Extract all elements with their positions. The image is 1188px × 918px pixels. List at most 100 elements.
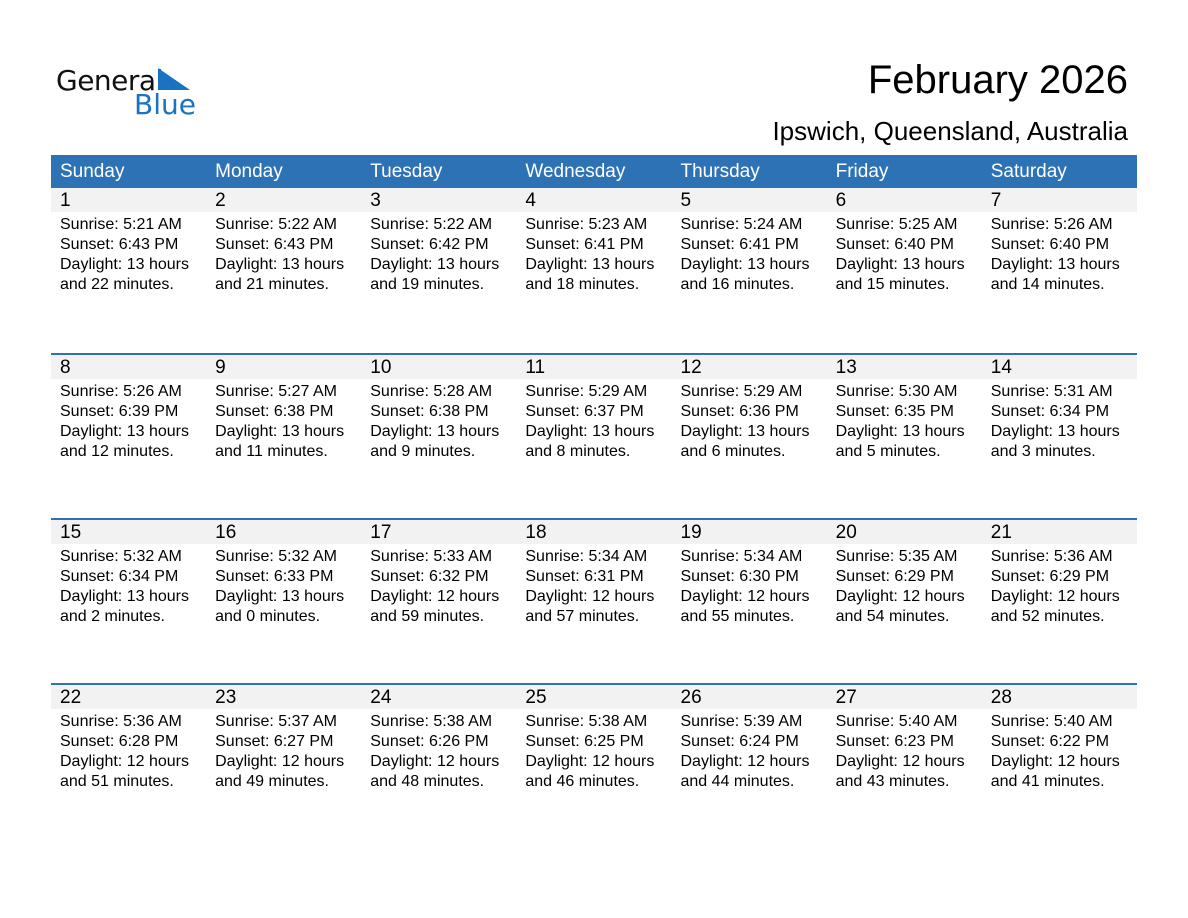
- day-number: 10: [370, 357, 392, 378]
- location-subtitle: Ipswich, Queensland, Australia: [772, 116, 1128, 146]
- logo-text-general: General: [56, 64, 163, 97]
- sunrise: Sunrise: 5:22 AM: [370, 216, 493, 233]
- sunrise: Sunrise: 5:31 AM: [990, 383, 1113, 400]
- sunrise: Sunrise: 5:38 AM: [525, 713, 648, 730]
- date-band: 8 9 10 11 12 13 14: [51, 355, 1137, 379]
- day-cell: Sunrise: 5:28 AM Sunset: 6:38 PM Daylight:…: [361, 379, 516, 462]
- sunrise: Sunrise: 5:27 AM: [215, 383, 337, 400]
- sunrise: Sunrise: 5:23 AM: [525, 216, 648, 233]
- sunrise: Sunrise: 5:36 AM: [990, 548, 1113, 565]
- date-band: 22 23 24 25 26 27 28: [51, 685, 1137, 709]
- daylight-minutes: and 48 minutes.: [370, 773, 485, 790]
- sunset: Sunset: 6:23 PM: [835, 733, 954, 750]
- day-cell: Sunrise: 5:36 AM Sunset: 6:29 PM Daylight:…: [982, 544, 1137, 627]
- day-cell: Sunrise: 5:23 AM Sunset: 6:41 PM Daylight:…: [516, 212, 671, 295]
- day-cell: Sunrise: 5:25 AM Sunset: 6:40 PM Daylight:…: [827, 212, 982, 295]
- sunset: Sunset: 6:30 PM: [680, 568, 799, 585]
- sunset: Sunset: 6:40 PM: [835, 236, 954, 253]
- daylight: Daylight: 13 hours: [525, 256, 655, 273]
- daylight-minutes: and 19 minutes.: [370, 276, 485, 293]
- logo: General Blue: [56, 64, 196, 121]
- sunrise: Sunrise: 5:26 AM: [60, 383, 182, 400]
- daylight-minutes: and 2 minutes.: [60, 608, 165, 625]
- sunrise: Sunrise: 5:30 AM: [835, 383, 958, 400]
- day-cell: Sunrise: 5:35 AM Sunset: 6:29 PM Daylight:…: [827, 544, 982, 627]
- daylight: Daylight: 12 hours: [835, 588, 965, 605]
- daylight-minutes: and 3 minutes.: [990, 443, 1096, 460]
- daylight-minutes: and 22 minutes.: [60, 276, 174, 293]
- daylight-minutes: and 15 minutes.: [835, 276, 950, 293]
- sunrise: Sunrise: 5:24 AM: [680, 216, 803, 233]
- day-cell: Sunrise: 5:36 AM Sunset: 6:28 PM Daylight:…: [51, 709, 206, 792]
- day-number: 17: [370, 522, 392, 543]
- daylight-minutes: and 55 minutes.: [680, 608, 795, 625]
- day-number: 6: [835, 190, 847, 211]
- daylight: Daylight: 13 hours: [215, 423, 345, 440]
- date-band: 1 2 3 4 5 6 7: [51, 188, 1137, 212]
- date-band: 15 16 17 18 19 20 21: [51, 520, 1137, 544]
- daylight-minutes: and 54 minutes.: [835, 608, 950, 625]
- day-number: 22: [60, 687, 82, 708]
- daylight-minutes: and 5 minutes.: [835, 443, 941, 460]
- day-number: 1: [60, 190, 71, 211]
- day-number: 12: [680, 357, 702, 378]
- day-number: 23: [215, 687, 237, 708]
- daylight: Daylight: 12 hours: [680, 588, 810, 605]
- day-cell: Sunrise: 5:26 AM Sunset: 6:40 PM Daylight:…: [982, 212, 1137, 295]
- day-number: 9: [215, 357, 226, 378]
- sunset: Sunset: 6:36 PM: [680, 403, 799, 420]
- day-number: 27: [835, 687, 857, 708]
- day-number: 20: [835, 522, 857, 543]
- sunrise: Sunrise: 5:29 AM: [525, 383, 648, 400]
- daylight-minutes: and 0 minutes.: [215, 608, 321, 625]
- day-cell: Sunrise: 5:26 AM Sunset: 6:39 PM Daylight:…: [51, 379, 206, 462]
- sunset: Sunset: 6:22 PM: [990, 733, 1110, 750]
- sunset: Sunset: 6:38 PM: [370, 403, 489, 420]
- day-cell: Sunrise: 5:38 AM Sunset: 6:26 PM Daylight:…: [361, 709, 516, 792]
- sunrise: Sunrise: 5:28 AM: [370, 383, 493, 400]
- daylight: Daylight: 12 hours: [990, 753, 1120, 770]
- day-number: 14: [990, 357, 1012, 378]
- sunset: Sunset: 6:33 PM: [215, 568, 334, 585]
- sunrise: Sunrise: 5:33 AM: [370, 548, 493, 565]
- day-number: 2: [215, 190, 226, 211]
- daylight: Daylight: 13 hours: [990, 423, 1120, 440]
- sunset: Sunset: 6:41 PM: [680, 236, 799, 253]
- weekday-friday: Friday: [835, 161, 889, 182]
- daylight: Daylight: 12 hours: [525, 753, 655, 770]
- daylight-minutes: and 16 minutes.: [680, 276, 795, 293]
- sunset: Sunset: 6:31 PM: [525, 568, 644, 585]
- sunset: Sunset: 6:28 PM: [60, 733, 179, 750]
- daylight: Daylight: 13 hours: [835, 423, 965, 440]
- day-number: 19: [680, 522, 702, 543]
- daylight: Daylight: 13 hours: [990, 256, 1120, 273]
- day-cell: Sunrise: 5:27 AM Sunset: 6:38 PM Daylight:…: [206, 379, 361, 462]
- sunrise: Sunrise: 5:25 AM: [835, 216, 958, 233]
- day-number: 4: [525, 190, 536, 211]
- day-cell: Sunrise: 5:34 AM Sunset: 6:30 PM Daylight:…: [672, 544, 827, 627]
- daylight-minutes: and 11 minutes.: [215, 443, 328, 460]
- weekday-wednesday: Wednesday: [525, 161, 626, 182]
- sunset: Sunset: 6:29 PM: [990, 568, 1110, 585]
- day-cell: Sunrise: 5:24 AM Sunset: 6:41 PM Daylight:…: [672, 212, 827, 295]
- page-title: February 2026: [867, 58, 1128, 102]
- daylight: Daylight: 12 hours: [835, 753, 965, 770]
- sunset: Sunset: 6:29 PM: [835, 568, 954, 585]
- weekday-monday: Monday: [215, 161, 283, 182]
- daylight: Daylight: 12 hours: [370, 753, 500, 770]
- daylight: Daylight: 12 hours: [990, 588, 1120, 605]
- sunset: Sunset: 6:26 PM: [370, 733, 489, 750]
- sunrise: Sunrise: 5:38 AM: [370, 713, 493, 730]
- day-number: 21: [990, 522, 1012, 543]
- sunset: Sunset: 6:34 PM: [60, 568, 179, 585]
- daylight: Daylight: 13 hours: [215, 256, 345, 273]
- sunset: Sunset: 6:42 PM: [370, 236, 489, 253]
- sunset: Sunset: 6:27 PM: [215, 733, 334, 750]
- day-number: 8: [60, 357, 71, 378]
- day-number: 26: [680, 687, 702, 708]
- daylight: Daylight: 13 hours: [370, 423, 500, 440]
- sunrise: Sunrise: 5:34 AM: [680, 548, 803, 565]
- day-number: 7: [990, 190, 1002, 211]
- daylight-minutes: and 44 minutes.: [680, 773, 795, 790]
- sunset: Sunset: 6:37 PM: [525, 403, 644, 420]
